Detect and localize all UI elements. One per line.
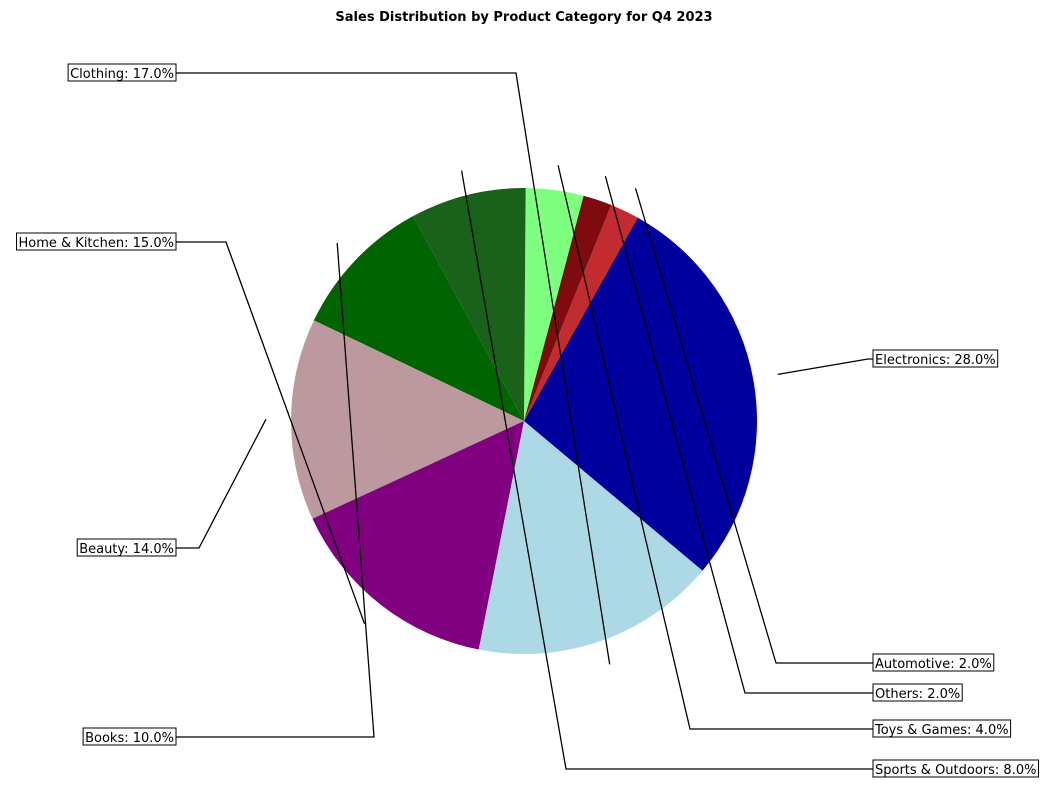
slice-label-others: Others: 2.0%	[872, 683, 963, 702]
pie-slice-toys-games	[524, 188, 584, 421]
pie-slice-electronics	[524, 217, 758, 571]
pie-slice-sports-outdoors	[413, 188, 526, 421]
slice-label-text-electronics: Electronics: 28.0%	[875, 353, 996, 368]
slice-label-automotive: Automotive: 2.0%	[872, 653, 995, 672]
pie-slice-home-kitchen	[312, 421, 524, 650]
leader-line-electronics	[777, 358, 873, 376]
slice-label-text-others: Others: 2.0%	[875, 687, 960, 702]
slice-label-clothing: Clothing: 17.0%	[67, 63, 177, 82]
slice-label-home-kitchen: Home & Kitchen: 15.0%	[16, 232, 177, 251]
leader-line-toys-games	[557, 165, 873, 730]
leader-lines	[176, 72, 873, 770]
slice-label-text-home-kitchen: Home & Kitchen: 15.0%	[19, 236, 174, 251]
leader-line-beauty	[176, 418, 267, 549]
slice-label-text-beauty: Beauty: 14.0%	[79, 542, 174, 557]
leader-line-others	[604, 176, 873, 694]
slice-label-books: Books: 10.0%	[82, 727, 177, 746]
pie-slice-beauty	[290, 320, 524, 519]
pie-slice-others	[524, 195, 612, 421]
chart-title: Sales Distribution by Product Category f…	[335, 10, 712, 25]
slice-label-text-toys-games: Toys & Games: 4.0%	[874, 723, 1009, 738]
pie-slice-books	[313, 216, 524, 421]
slice-label-electronics: Electronics: 28.0%	[872, 349, 999, 368]
pie-slice-automotive	[524, 204, 638, 421]
pie-slices	[290, 188, 758, 654]
slice-label-text-books: Books: 10.0%	[85, 731, 174, 746]
leader-line-books	[176, 243, 375, 738]
slice-label-sports-outdoors: Sports & Outdoors: 8.0%	[872, 759, 1039, 778]
leader-line-clothing	[176, 72, 611, 665]
slice-label-text-sports-outdoors: Sports & Outdoors: 8.0%	[875, 763, 1036, 778]
pie-slice-clothing	[478, 421, 703, 654]
leader-line-automotive	[634, 188, 873, 664]
leader-line-sports-outdoors	[460, 170, 873, 770]
slice-label-text-automotive: Automotive: 2.0%	[875, 657, 992, 672]
slice-label-text-clothing: Clothing: 17.0%	[70, 67, 174, 82]
leader-line-home-kitchen	[176, 241, 366, 625]
slice-label-beauty: Beauty: 14.0%	[76, 538, 177, 557]
slice-labels: Electronics: 28.0% Automotive: 2.0% Others…	[16, 63, 1039, 778]
slice-label-toys-games: Toys & Games: 4.0%	[872, 719, 1012, 738]
